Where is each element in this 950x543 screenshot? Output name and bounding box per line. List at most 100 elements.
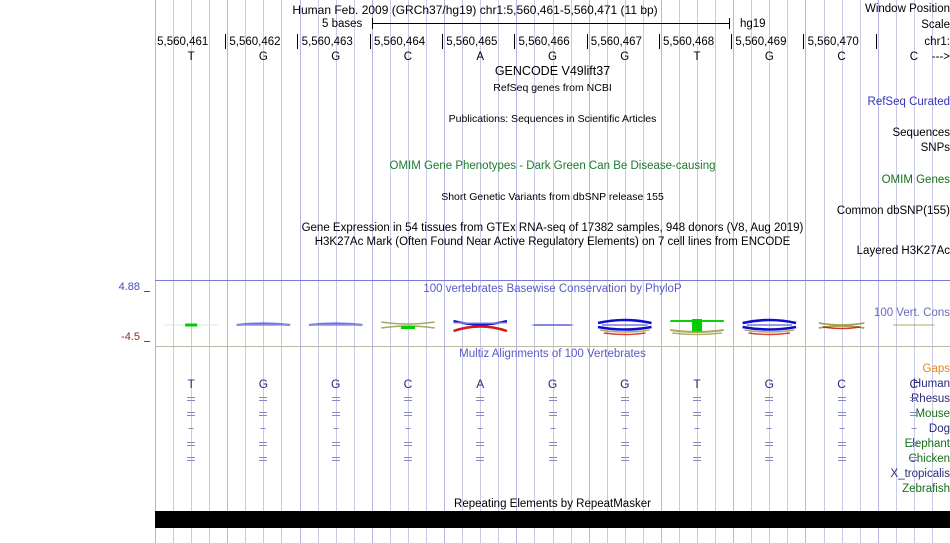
multiz-gap-mark xyxy=(405,428,411,429)
conservation-block xyxy=(400,326,415,329)
multiz-match-mark xyxy=(693,412,702,416)
species-label-elephant[interactable]: Elephant xyxy=(904,438,950,450)
multiz-gap-mark xyxy=(911,428,917,429)
multiz-match-mark xyxy=(331,412,340,416)
track-label-sequences[interactable]: Sequences xyxy=(892,127,950,139)
ruler-tick xyxy=(442,34,443,49)
species-label-human[interactable]: Human xyxy=(912,378,950,390)
multiz-match-mark xyxy=(331,442,340,446)
multiz-match-mark xyxy=(909,412,918,416)
ruler-tick xyxy=(587,34,588,49)
reference-base: T xyxy=(693,51,701,63)
multiz-match-mark xyxy=(476,457,485,461)
species-label-zebrafish[interactable]: Zebrafish xyxy=(902,483,950,495)
desc-repeatmasker: Repeating Elements by RepeatMasker xyxy=(454,498,651,510)
multiz-match-mark xyxy=(620,442,629,446)
left-boundary-line xyxy=(155,0,156,543)
conservation-phylop-plot xyxy=(164,318,935,336)
multiz-match-mark xyxy=(476,442,485,446)
multiz-match-mark xyxy=(909,397,918,401)
multiz-gap-mark xyxy=(694,428,700,429)
multiz-base: G xyxy=(620,377,630,391)
reference-base: C xyxy=(837,51,846,63)
ruler-position-label: 5,560,469 xyxy=(735,36,787,48)
track-label-omim-genes[interactable]: OMIM Genes xyxy=(881,174,950,186)
scale-bases-label: 5 bases xyxy=(322,18,363,30)
species-label-dog[interactable]: Dog xyxy=(928,423,950,435)
conservation-stroke xyxy=(453,319,508,326)
multiz-match-mark xyxy=(620,412,629,416)
multiz-gap-mark xyxy=(550,428,555,429)
conservation-stroke xyxy=(818,325,865,329)
conservation-stroke xyxy=(748,332,791,336)
multiz-gap-mark xyxy=(188,428,194,429)
ruler-position-label: 5,560,462 xyxy=(229,36,281,48)
multiz-match-mark xyxy=(259,397,268,401)
multiz-match-mark xyxy=(259,457,268,461)
reference-base: G xyxy=(258,51,268,63)
scale-row-label: Scale xyxy=(921,19,950,31)
multiz-gap-mark xyxy=(766,428,772,429)
ruler-position-label: 5,560,470 xyxy=(807,36,859,48)
reference-base: G xyxy=(331,51,341,63)
track-label-layered-h3k27ac[interactable]: Layered H3K27Ac xyxy=(856,245,950,257)
chromosome-label: chr1: xyxy=(924,36,950,48)
multiz-match-mark xyxy=(693,442,702,446)
reference-base: G xyxy=(548,51,557,63)
assembly-db-label: hg19 xyxy=(740,18,766,30)
track-label-100-vert-cons[interactable]: 100 Vert. Cons xyxy=(873,307,950,319)
multiz-match-mark xyxy=(548,397,557,401)
multiz-base: G xyxy=(764,377,774,391)
multiz-match-mark xyxy=(765,412,774,416)
conservation-max-value: 4.88 xyxy=(118,281,140,293)
multiz-match-mark xyxy=(187,412,196,416)
multiz-match-mark xyxy=(693,397,702,401)
species-label-chicken[interactable]: Chicken xyxy=(908,453,950,465)
conservation-stroke xyxy=(599,329,650,333)
desc-gencode: GENCODE V49lift37 xyxy=(494,64,611,78)
multiz-match-mark xyxy=(693,457,702,461)
multiz-divider-line xyxy=(155,346,950,347)
conservation-stroke xyxy=(742,318,797,325)
repeatmasker-dense-bar[interactable] xyxy=(155,511,950,528)
conservation-stroke xyxy=(597,325,652,331)
track-label-common-dbsnp[interactable]: Common dbSNP(155) xyxy=(836,205,950,217)
track-label-refseq-curated[interactable]: RefSeq Curated xyxy=(867,96,950,108)
desc-omim-phenotypes: OMIM Gene Phenotypes - Dark Green Can Be… xyxy=(389,160,716,172)
reference-base: C xyxy=(403,51,413,63)
multiz-match-mark xyxy=(476,397,485,401)
multiz-match-mark xyxy=(187,397,196,401)
desc-dbsnp-variants: Short Genetic Variants from dbSNP releas… xyxy=(441,191,664,203)
desc-gtex-expression: Gene Expression in 54 tissues from GTEx … xyxy=(301,222,804,234)
multiz-match-mark xyxy=(837,442,846,446)
multiz-base: T xyxy=(187,377,195,391)
multiz-match-mark xyxy=(837,397,846,401)
multiz-match-mark xyxy=(548,412,557,416)
species-label-mouse[interactable]: Mouse xyxy=(915,408,950,420)
multiz-base: T xyxy=(693,377,701,391)
multiz-match-mark xyxy=(403,457,412,461)
ruler-tick xyxy=(803,34,804,49)
multiz-match-mark xyxy=(909,442,918,446)
reference-base: G xyxy=(620,51,630,63)
desc-phylop-conservation: 100 vertebrates Basewise Conservation by… xyxy=(423,283,682,295)
conservation-stroke xyxy=(672,332,722,336)
multiz-gap-mark xyxy=(839,428,845,429)
strand-arrow-label: ---> xyxy=(931,51,950,63)
multiz-match-mark xyxy=(187,442,196,446)
species-label-rhesus[interactable]: Rhesus xyxy=(911,393,950,405)
reference-base: A xyxy=(476,51,485,63)
conservation-stroke xyxy=(597,318,652,325)
assembly-position-title: Human Feb. 2009 (GRCh37/hg19) chr1:5,560… xyxy=(292,3,658,17)
conservation-min-value: -4.5 xyxy=(121,331,140,343)
multiz-match-mark xyxy=(909,457,918,461)
track-label-snps[interactable]: SNPs xyxy=(920,142,950,154)
conservation-top-axis-line xyxy=(155,280,950,281)
desc-publications-sequences: Publications: Sequences in Scientific Ar… xyxy=(448,113,657,125)
conservation-stroke xyxy=(453,325,508,333)
species-label-x_tropicalis[interactable]: X_tropicalis xyxy=(890,468,950,480)
conservation-block xyxy=(185,323,198,327)
multiz-match-mark xyxy=(620,397,629,401)
reference-base: T xyxy=(187,51,195,63)
